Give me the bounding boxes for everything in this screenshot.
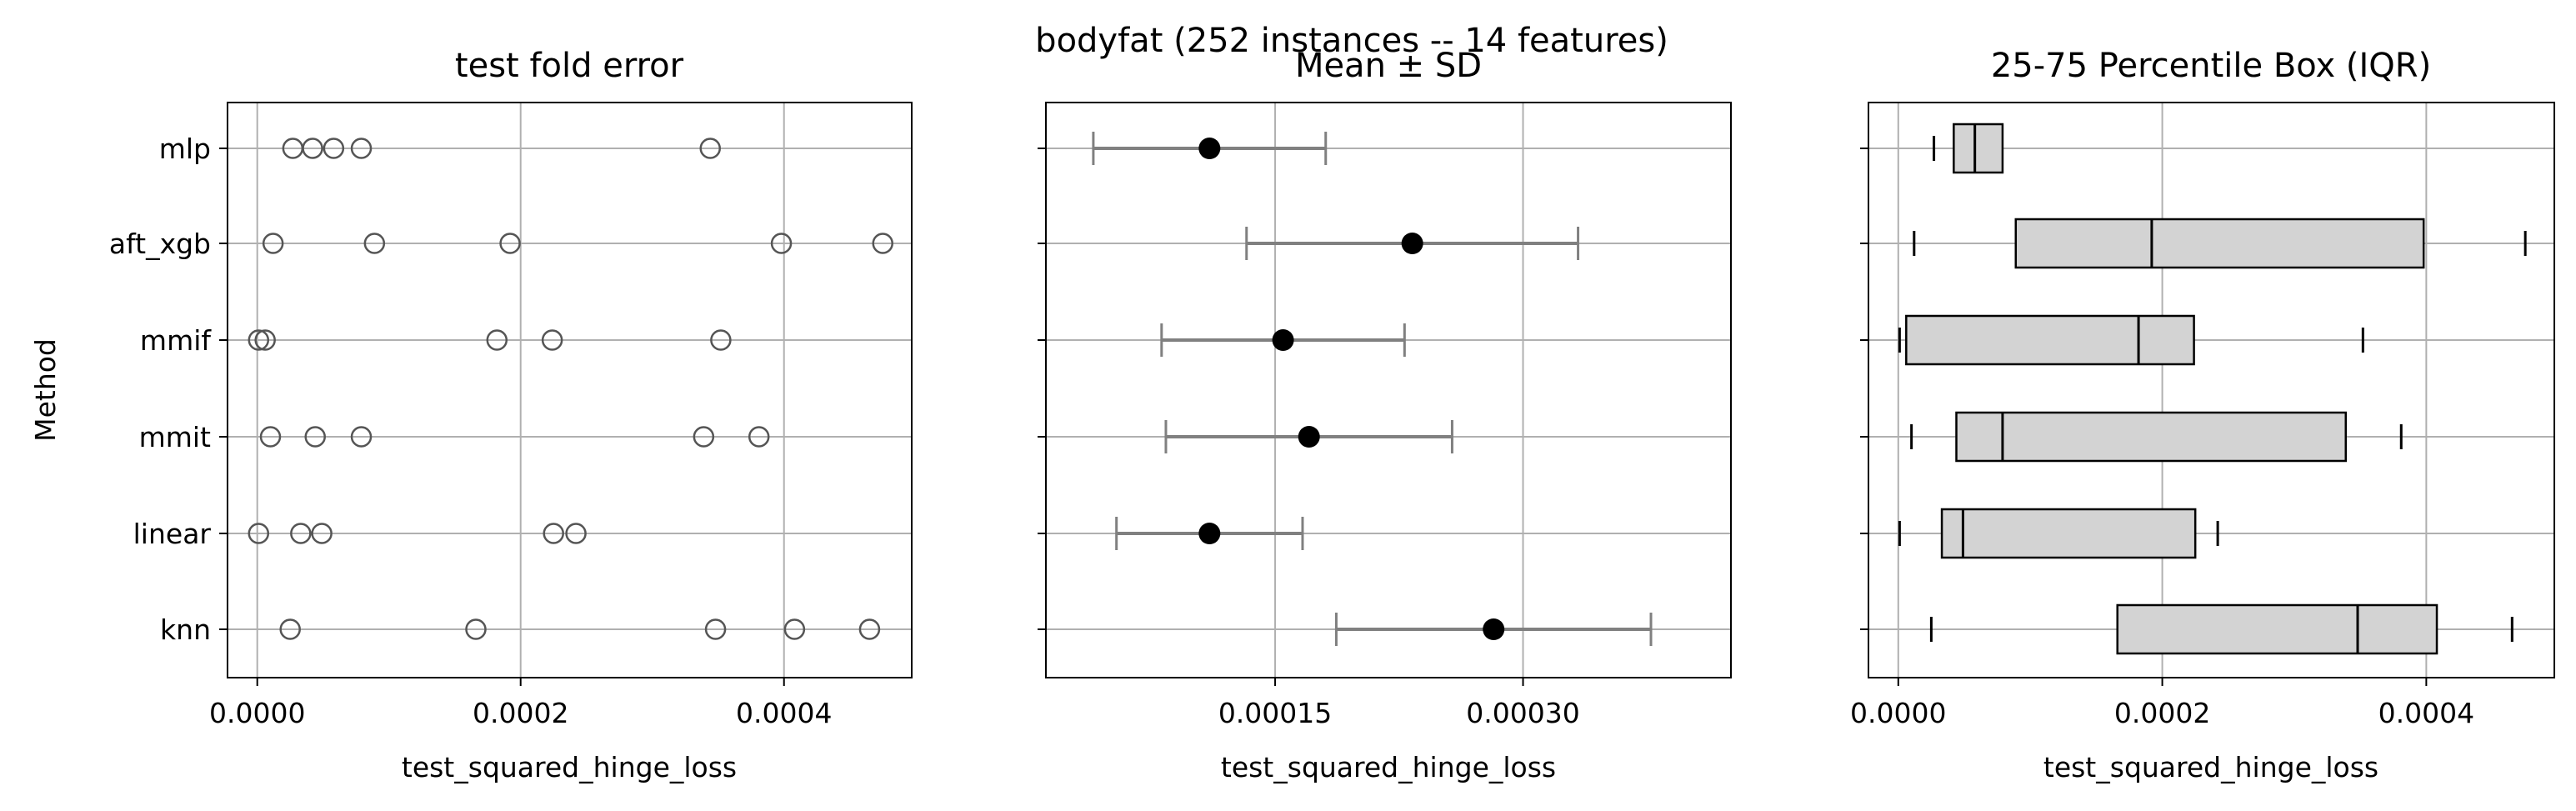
data-point-mmif: [254, 329, 276, 351]
data-point-linear: [311, 523, 333, 544]
iqr-box-mmif: [1905, 314, 2195, 366]
x-axis-label: test_squared_hinge_loss: [1221, 751, 1556, 783]
x-tick-label: 0.00030: [1466, 697, 1579, 729]
data-point-mmit: [259, 426, 282, 448]
data-point-linear: [543, 523, 564, 544]
data-point-mmif: [710, 329, 732, 351]
iqr-box-knn: [2116, 603, 2438, 655]
data-point-aft_xgb: [770, 233, 793, 254]
mean-point-mmit: [1298, 426, 1320, 448]
y-axis-label: Method: [29, 338, 62, 442]
x-tick-label: 0.0002: [2114, 697, 2210, 729]
y-tick-label: knn: [160, 613, 211, 646]
data-point-linear: [565, 523, 587, 544]
panel-title: Mean ± SD: [1295, 47, 1482, 85]
data-point-mmif: [248, 329, 270, 351]
mean-point-linear: [1198, 523, 1221, 544]
data-point-aft_xgb: [499, 233, 521, 254]
x-tick-label: 0.0000: [209, 697, 305, 729]
x-tick-label: 0.0004: [2378, 697, 2474, 729]
panel-iqr-box: 0.0000 0.0002 0.0004 25-75 Percentile Box …: [1850, 47, 2555, 783]
x-tick-label: 0.0002: [473, 697, 568, 729]
x-tick-label: 0.00015: [1218, 697, 1332, 729]
data-point-mlp: [350, 138, 373, 159]
data-point-aft_xgb: [262, 233, 284, 254]
x-tick-label: 0.0000: [1850, 697, 1946, 729]
data-point-knn: [279, 618, 301, 640]
data-point-mmit: [350, 426, 373, 448]
panel-mean-sd: 0.00015 0.00030 Mean ± SD test_squared_hi…: [1038, 47, 1732, 783]
data-point-aft_xgb: [872, 233, 893, 254]
data-point-mmif: [486, 329, 508, 351]
y-tick-label: mlp: [159, 133, 211, 165]
x-tick-label: 0.0004: [736, 697, 832, 729]
data-point-mmit: [748, 426, 770, 448]
iqr-box-aft_xgb: [2014, 218, 2425, 269]
data-point-mmif: [541, 329, 563, 351]
mean-point-mlp: [1198, 138, 1221, 159]
data-point-mlp: [302, 138, 323, 159]
data-point-linear: [290, 523, 312, 544]
data-point-knn: [465, 618, 487, 640]
iqr-box-linear: [1940, 508, 2197, 559]
data-point-mmit: [304, 426, 326, 448]
data-point-mmit: [693, 426, 715, 448]
data-point-knn: [858, 618, 881, 640]
mean-point-aft_xgb: [1401, 233, 1423, 254]
data-point-mlp: [323, 138, 345, 159]
x-axis-label: test_squared_hinge_loss: [402, 751, 737, 783]
figure-suptitle: bodyfat (252 instances -- 14 features): [1035, 22, 1668, 60]
panel-title: test fold error: [455, 47, 684, 85]
mean-point-mmif: [1272, 329, 1294, 351]
y-tick-label: mmit: [139, 421, 211, 453]
iqr-box-mmit: [1955, 411, 2347, 463]
data-point-knn: [783, 618, 806, 640]
data-point-linear: [248, 523, 270, 544]
mean-point-knn: [1483, 618, 1505, 640]
y-tick-label: mmif: [140, 324, 212, 357]
y-tick-label: linear: [133, 518, 212, 550]
data-point-aft_xgb: [363, 233, 386, 254]
x-axis-label: test_squared_hinge_loss: [2043, 751, 2378, 783]
data-point-knn: [704, 618, 727, 640]
panel-title: 25-75 Percentile Box (IQR): [1991, 47, 2431, 85]
iqr-box-mlp: [1953, 123, 2004, 174]
y-tick-label: aft_xgb: [109, 228, 211, 260]
data-point-mlp: [699, 138, 722, 159]
